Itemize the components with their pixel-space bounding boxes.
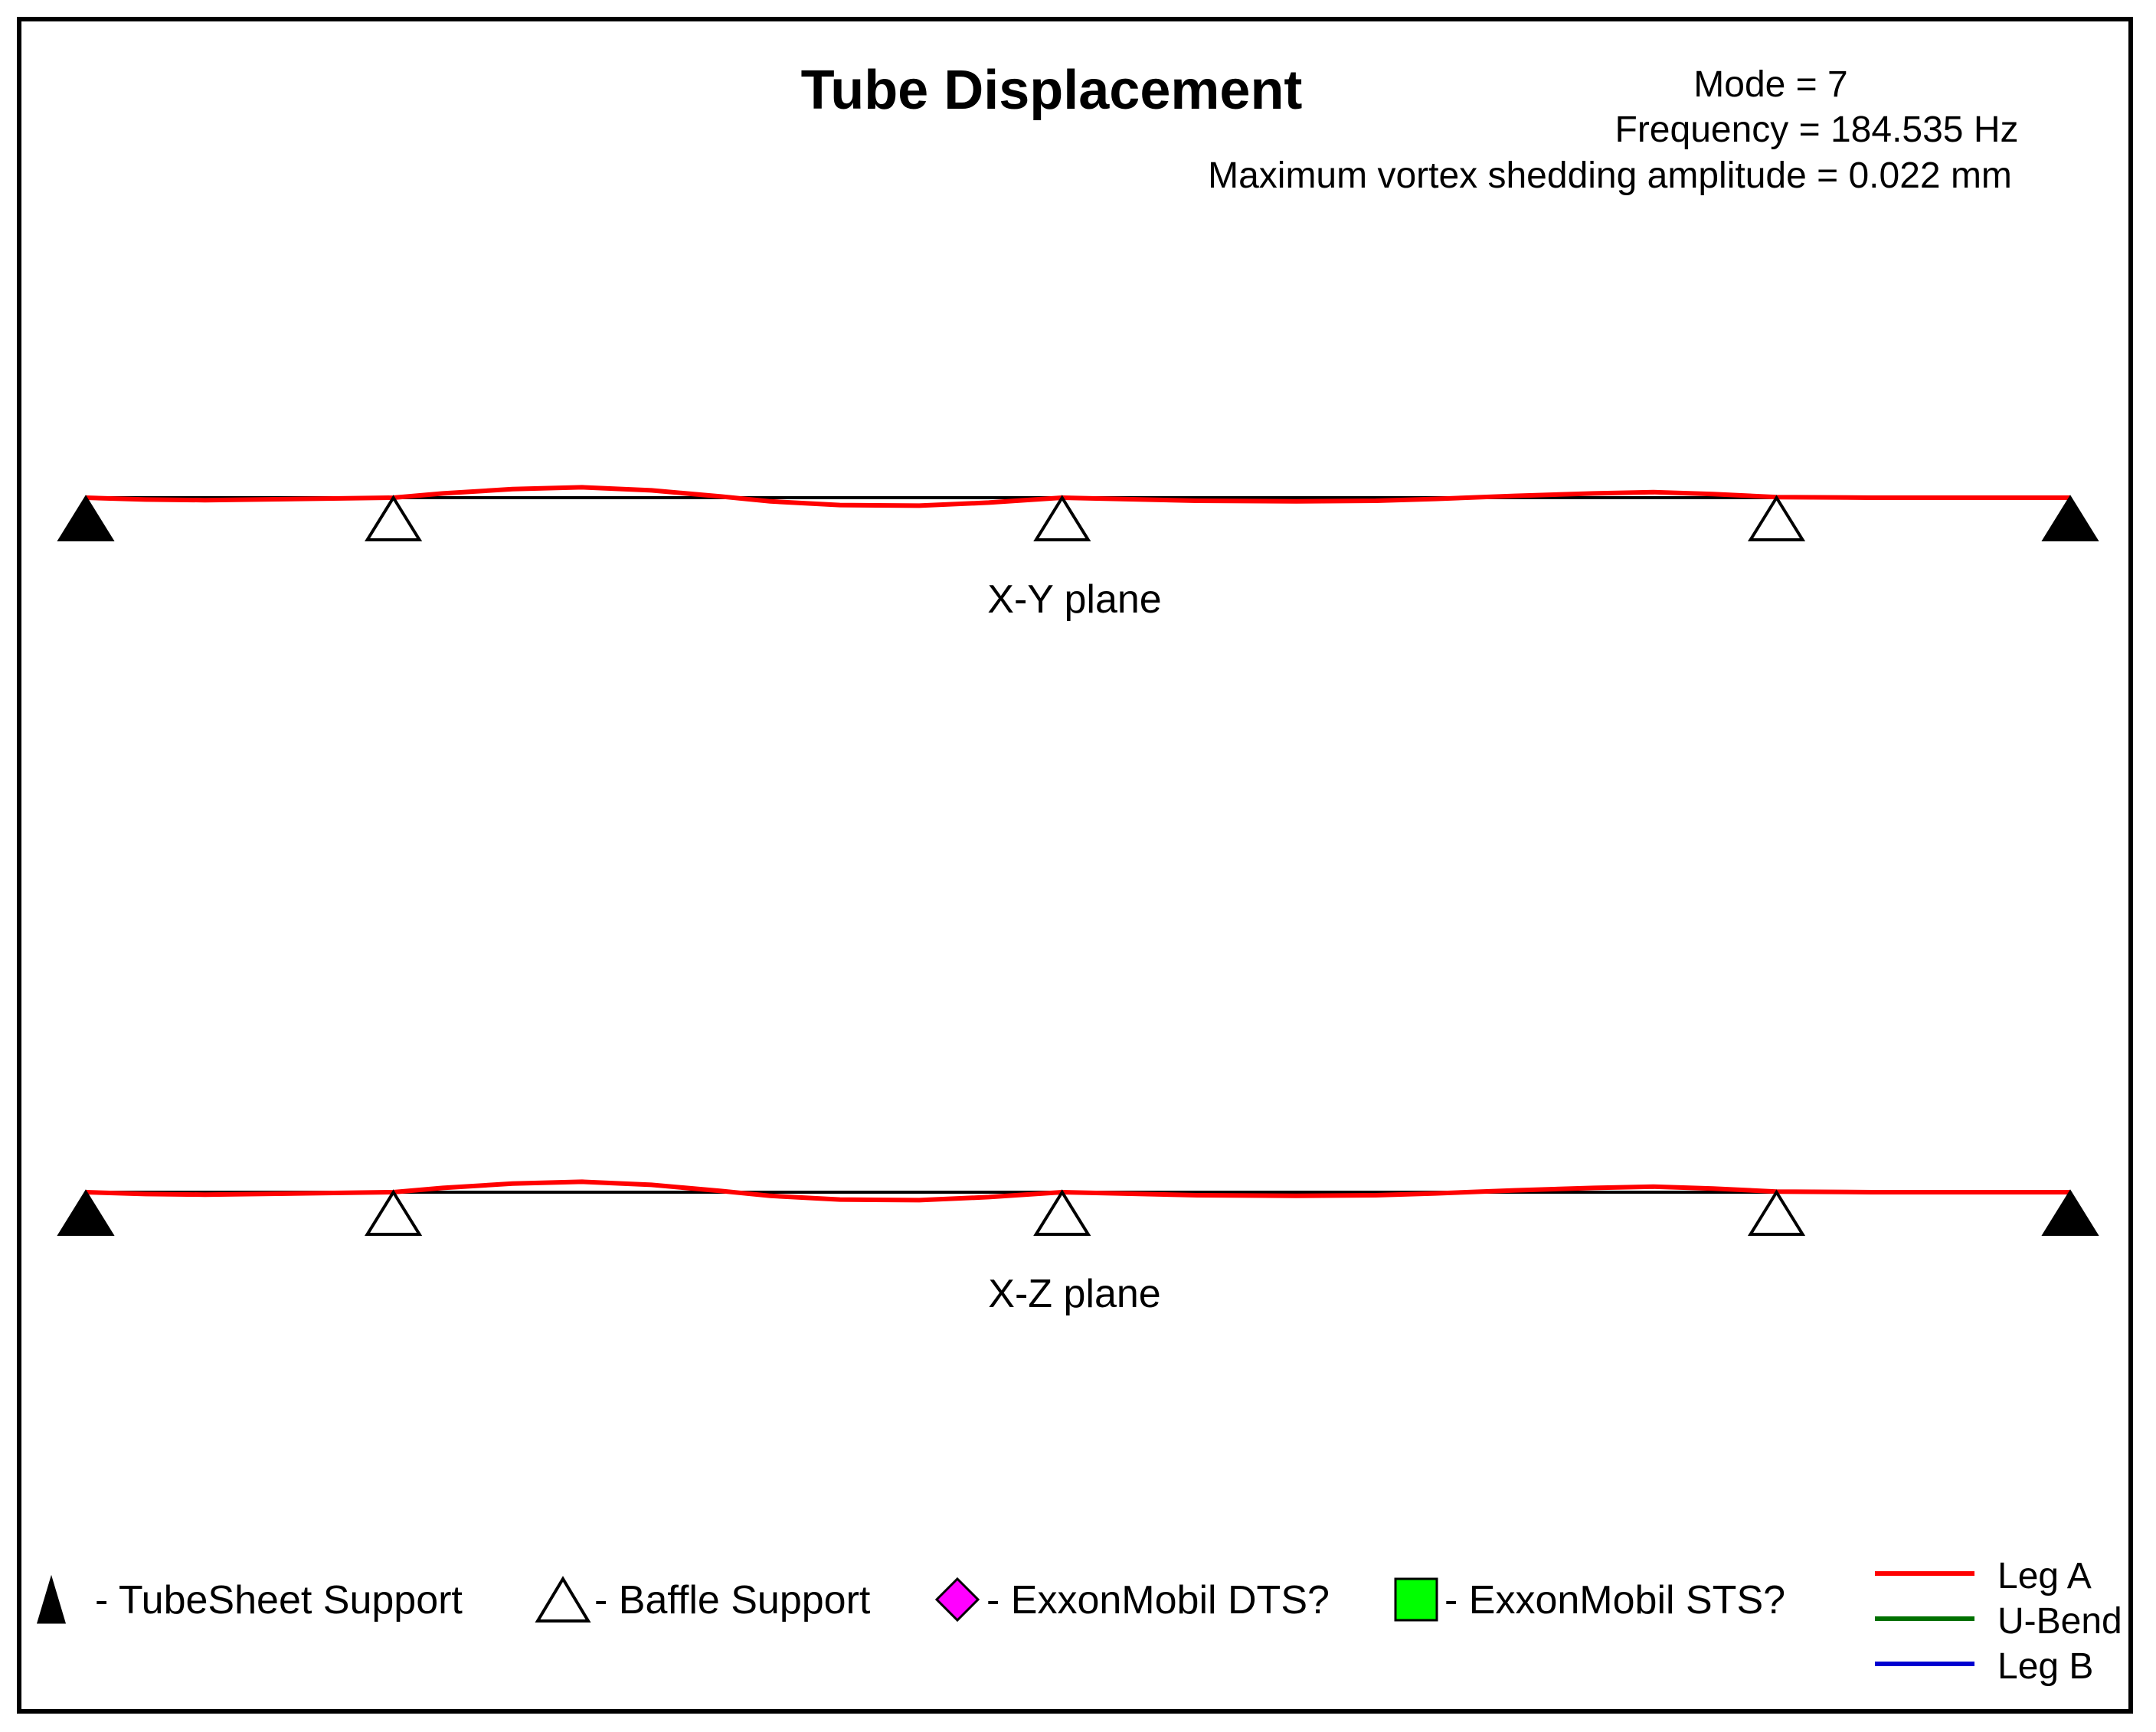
legend-u-bend-label: U-Bend [1997, 1601, 2122, 1642]
xy-plane-panel [57, 485, 2099, 541]
xz-baffle-support-3 [1747, 1189, 1806, 1236]
legend-tubesheet-label: - TubeSheet Support [95, 1578, 463, 1623]
xy-tubesheet-support-4 [2041, 495, 2099, 541]
xz-tubesheet-support-4 [2041, 1189, 2099, 1236]
dts-diamond-icon [934, 1577, 980, 1623]
xy-tubesheet-support-0 [57, 495, 115, 541]
legend-markers: - TubeSheet Support - Baffle Support - E… [36, 1574, 1785, 1624]
xy-baffle-support-3 [1747, 495, 1806, 541]
legend-sts-label: - ExxonMobil STS? [1444, 1578, 1785, 1623]
amplitude-readout: Maximum vortex shedding amplitude = 0.02… [1208, 155, 2012, 196]
xz-baffle-support-1 [365, 1189, 423, 1236]
tubesheet-support-icon [36, 1574, 67, 1624]
xz-baffle-support-2 [1033, 1189, 1091, 1236]
xy-baffle-support-2 [1033, 495, 1091, 541]
frequency-readout: Frequency = 184.535 Hz [1615, 109, 2019, 150]
legend-baffle-label: - Baffle Support [594, 1578, 871, 1623]
legend-dts-label: - ExxonMobil DTS? [986, 1578, 1330, 1623]
chart-title: Tube Displacement [801, 60, 1303, 121]
baffle-support-icon [535, 1576, 591, 1623]
legend-leg-b-label: Leg B [1997, 1646, 2093, 1687]
legend-leg-a-label: Leg A [1997, 1556, 2092, 1596]
sts-square-icon [1394, 1577, 1438, 1622]
legend-lines: Leg A U-Bend Leg B [1875, 1556, 2122, 1687]
xy-plane-label: X-Y plane [987, 577, 1161, 622]
xy-baffle-support-1 [365, 495, 423, 541]
xz-plane-label: X-Z plane [988, 1272, 1160, 1316]
xz-tubesheet-support-0 [57, 1189, 115, 1236]
xz-plane-panel [57, 1179, 2099, 1236]
mode-readout: Mode = 7 [1693, 64, 1847, 105]
plot-frame [17, 17, 2133, 1714]
